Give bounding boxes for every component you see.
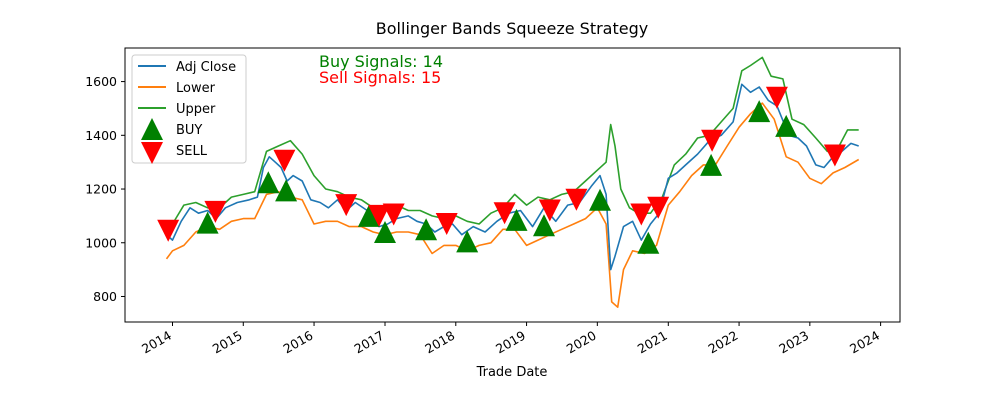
legend: Adj Close Lower Upper BUY SELL [131,54,247,164]
buy-signals-annotation: Buy Signals: 14 [319,52,443,71]
buy-signal-marker [533,214,555,237]
x-tick-label: 2017 [351,328,386,357]
legend-label-upper: Upper [176,102,216,117]
x-tick-label: 2024 [847,328,882,357]
sell-signal-marker [493,202,516,225]
buy-signal-marker [415,218,438,241]
sell-signal-marker [204,200,227,223]
buy-signal-marker [505,208,528,231]
y-axis: 800 1000 1200 1400 1600 [85,74,125,304]
x-axis-label: Trade Date [476,365,548,380]
x-tick-label: 2015 [210,328,245,357]
x-tick-label: 2023 [776,328,811,357]
buy-signal-marker [775,114,798,137]
buy-signal-marker [374,221,396,243]
sell-signal-marker [630,203,653,226]
sell-signal-marker [647,196,670,219]
legend-swatch-sell [141,142,163,164]
sell-signal-marker [538,199,561,222]
y-tick-label: 1000 [85,235,117,250]
y-tick-label: 1400 [85,128,117,143]
y-tick-label: 1200 [85,182,117,197]
buy-signal-marker [275,179,298,202]
buy-signal-marker [456,230,479,253]
buy-signal-marker [589,188,611,211]
x-tick-label: 2018 [422,328,457,357]
sell-signal-marker [382,203,405,226]
y-tick-label: 1600 [85,74,117,89]
sell-signal-marker [823,144,846,167]
legend-label-lower: Lower [176,81,216,96]
sell-signal-marker [701,129,724,152]
legend-label-sell: SELL [176,144,208,159]
x-tick-label: 2014 [139,328,174,357]
x-tick-label: 2020 [564,328,599,357]
legend-label-adj-close: Adj Close [176,60,236,75]
buy-signal-marker [748,100,771,123]
x-tick-label: 2021 [635,328,670,357]
x-tick-label: 2019 [493,328,528,357]
sell-signal-marker [335,194,358,217]
chart-title: Bollinger Bands Squeeze Strategy [376,19,648,38]
buy-signal-marker [196,211,219,234]
buy-signal-marker [257,171,280,194]
legend-swatch-buy [141,118,163,140]
sell-signal-marker [368,204,390,227]
y-tick-label: 800 [93,289,117,304]
sell-signal-marker [157,219,180,242]
legend-label-buy: BUY [176,123,202,138]
sell-signal-marker [565,188,588,211]
buy-signal-marker [700,153,723,176]
x-tick-label: 2016 [280,328,315,357]
signal-marker-layer [157,86,846,254]
sell-signal-marker [765,86,788,109]
x-tick-label: 2022 [706,328,741,357]
buy-signal-marker [637,231,660,254]
sell-signal-marker [273,149,296,172]
upper-band-line [165,56,859,230]
buy-signal-marker [357,204,380,227]
x-axis: 2014 2015 2016 2017 2018 2019 2020 2021 2022 2023… [139,322,882,357]
plot-frame [124,47,901,323]
sell-signal-marker [435,213,458,235]
sell-signals-annotation: Sell Signals: 15 [319,68,441,87]
